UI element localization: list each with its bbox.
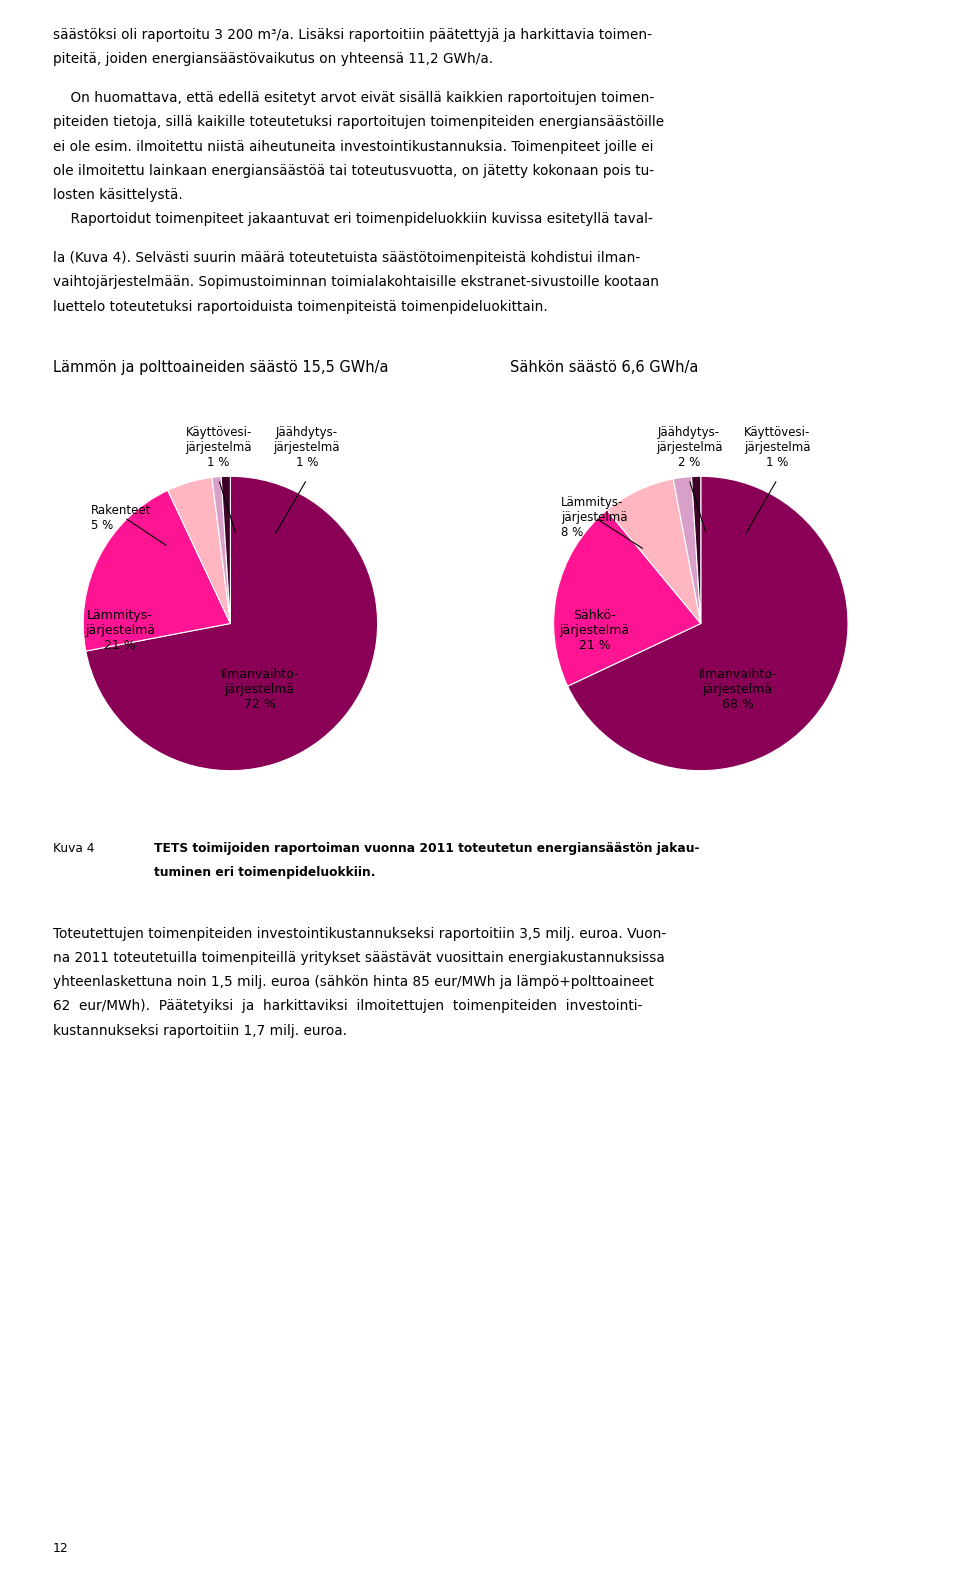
Wedge shape: [554, 510, 701, 686]
Wedge shape: [212, 477, 230, 624]
Text: Sähkö-
järjestelmä
21 %: Sähkö- järjestelmä 21 %: [560, 610, 630, 653]
Wedge shape: [85, 476, 377, 771]
Text: 62  eur/MWh).  Päätetyiksi  ja  harkittaviksi  ilmoitettujen  toimenpiteiden  in: 62 eur/MWh). Päätetyiksi ja harkittaviks…: [53, 1000, 642, 1013]
Wedge shape: [607, 479, 701, 624]
Text: Lämmitys-
järjestelmä
21 %: Lämmitys- järjestelmä 21 %: [84, 610, 156, 653]
Text: luettelo toteutetuksi raportoiduista toimenpiteistä toimenpideluokittain.: luettelo toteutetuksi raportoiduista toi…: [53, 300, 547, 314]
Text: Ilmanvaihto-
järjestelmä
72 %: Ilmanvaihto- järjestelmä 72 %: [221, 668, 300, 711]
Text: ole ilmoitettu lainkaan energiansäästöä tai toteutusvuotta, on jätetty kokonaan : ole ilmoitettu lainkaan energiansäästöä …: [53, 164, 654, 179]
Text: Raportoidut toimenpiteet jakaantuvat eri toimenpideluokkiin kuvissa esitetyllä t: Raportoidut toimenpiteet jakaantuvat eri…: [53, 212, 653, 226]
Text: Ilmanvaihto-
järjestelmä
68 %: Ilmanvaihto- järjestelmä 68 %: [698, 668, 777, 711]
Text: Sähkön säästö 6,6 GWh/a: Sähkön säästö 6,6 GWh/a: [510, 360, 698, 376]
Wedge shape: [84, 490, 230, 651]
Text: vaihtojärjestelmään. Sopimustoiminnan toimialakohtaisille ekstranet-sivustoille : vaihtojärjestelmään. Sopimustoiminnan to…: [53, 275, 659, 289]
Text: yhteenlaskettuna noin 1,5 milj. euroa (sähkön hinta 85 eur/MWh ja lämpö+polttoai: yhteenlaskettuna noin 1,5 milj. euroa (s…: [53, 975, 654, 989]
Text: Käyttövesi-
järjestelmä
1 %: Käyttövesi- järjestelmä 1 %: [185, 427, 252, 469]
Text: la (Kuva 4). Selvästi suurin määrä toteutetuista säästötoimenpiteistä kohdistui : la (Kuva 4). Selvästi suurin määrä toteu…: [53, 251, 640, 265]
Text: säästöksi oli raportoitu 3 200 m³/a. Lisäksi raportoitiin päätettyjä ja harkitta: säästöksi oli raportoitu 3 200 m³/a. Lis…: [53, 28, 652, 43]
Text: Jäähdytys-
järjestelmä
2 %: Jäähdytys- järjestelmä 2 %: [656, 427, 722, 469]
Wedge shape: [168, 477, 230, 624]
Text: Toteutettujen toimenpiteiden investointikustannukseksi raportoitiin 3,5 milj. eu: Toteutettujen toimenpiteiden investointi…: [53, 927, 666, 940]
Text: 12: 12: [53, 1542, 68, 1555]
Wedge shape: [691, 476, 701, 624]
Text: Kuva 4: Kuva 4: [53, 842, 94, 855]
Text: losten käsittelystä.: losten käsittelystä.: [53, 188, 182, 202]
Text: na 2011 toteutetuilla toimenpiteillä yritykset säästävät vuosittain energiakusta: na 2011 toteutetuilla toimenpiteillä yri…: [53, 951, 664, 965]
Text: Jäähdytys-
järjestelmä
1 %: Jäähdytys- järjestelmä 1 %: [274, 427, 340, 469]
Text: On huomattava, että edellä esitetyt arvot eivät sisällä kaikkien raportoitujen t: On huomattava, että edellä esitetyt arvo…: [53, 92, 654, 106]
Text: Rakenteet
5 %: Rakenteet 5 %: [90, 504, 151, 531]
Text: piteitä, joiden energiansäästövaikutus on yhteensä 11,2 GWh/a.: piteitä, joiden energiansäästövaikutus o…: [53, 52, 492, 66]
Wedge shape: [567, 476, 848, 771]
Text: kustannukseksi raportoitiin 1,7 milj. euroa.: kustannukseksi raportoitiin 1,7 milj. eu…: [53, 1024, 347, 1038]
Wedge shape: [673, 477, 701, 624]
Text: Lämmitys-
järjestelmä
8 %: Lämmitys- järjestelmä 8 %: [561, 496, 628, 539]
Text: ei ole esim. ilmoitettu niistä aiheutuneita investointikustannuksia. Toimenpitee: ei ole esim. ilmoitettu niistä aiheutune…: [53, 139, 654, 153]
Text: Lämmön ja polttoaineiden säästö 15,5 GWh/a: Lämmön ja polttoaineiden säästö 15,5 GWh…: [53, 360, 388, 376]
Text: tuminen eri toimenpideluokkiin.: tuminen eri toimenpideluokkiin.: [154, 866, 375, 878]
Wedge shape: [221, 476, 230, 624]
Text: Käyttövesi-
järjestelmä
1 %: Käyttövesi- järjestelmä 1 %: [744, 427, 810, 469]
Text: TETS toimijoiden raportoiman vuonna 2011 toteutetun energiansäästön jakau-: TETS toimijoiden raportoiman vuonna 2011…: [154, 842, 699, 855]
Text: piteiden tietoja, sillä kaikille toteutetuksi raportoitujen toimenpiteiden energ: piteiden tietoja, sillä kaikille toteute…: [53, 115, 664, 130]
